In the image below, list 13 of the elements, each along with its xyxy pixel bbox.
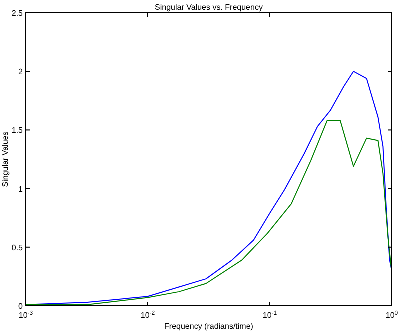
y-axis-title: Singular Values <box>1 132 10 188</box>
y-tick-label: 0.5 <box>12 243 24 252</box>
x-tick-label: 10$^{0}$ <box>386 310 399 320</box>
y-tick-label: 2 <box>18 68 24 77</box>
chart-title: Singular Values vs. Frequency <box>155 3 263 12</box>
y-tick-label: 0 <box>18 302 24 311</box>
y-tick-label: 2.5 <box>12 9 24 18</box>
x-axis-title: Frequency (radians/time) <box>164 322 254 331</box>
x-tick-label: 10$^{-3}$ <box>18 310 34 320</box>
y-tick-label: 1.5 <box>12 126 24 136</box>
x-tick-label: 10$^{-1}$ <box>262 310 278 320</box>
x-tick-label: 10$^{-2}$ <box>140 310 156 320</box>
y-tick-label: 1 <box>18 184 24 194</box>
